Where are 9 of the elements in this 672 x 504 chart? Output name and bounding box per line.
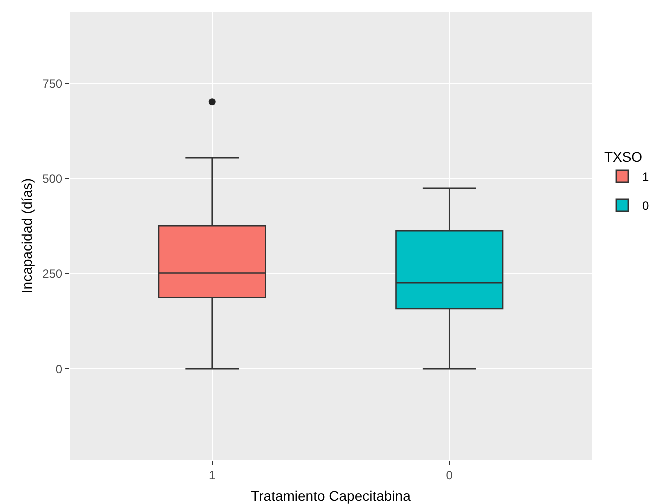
legend-title: TXSO [604,148,643,165]
y-tick-label: 750 [42,77,63,92]
y-axis-title: Incapacidad (días) [19,178,35,294]
x-axis-title: Tratamiento Capecitabina [251,488,412,504]
y-tick-label: 500 [42,172,63,186]
legend-label: 0 [642,199,650,214]
y-tick-label: 250 [42,267,63,282]
y-tick-label: 0 [56,362,63,376]
legend-label: 1 [642,170,650,184]
